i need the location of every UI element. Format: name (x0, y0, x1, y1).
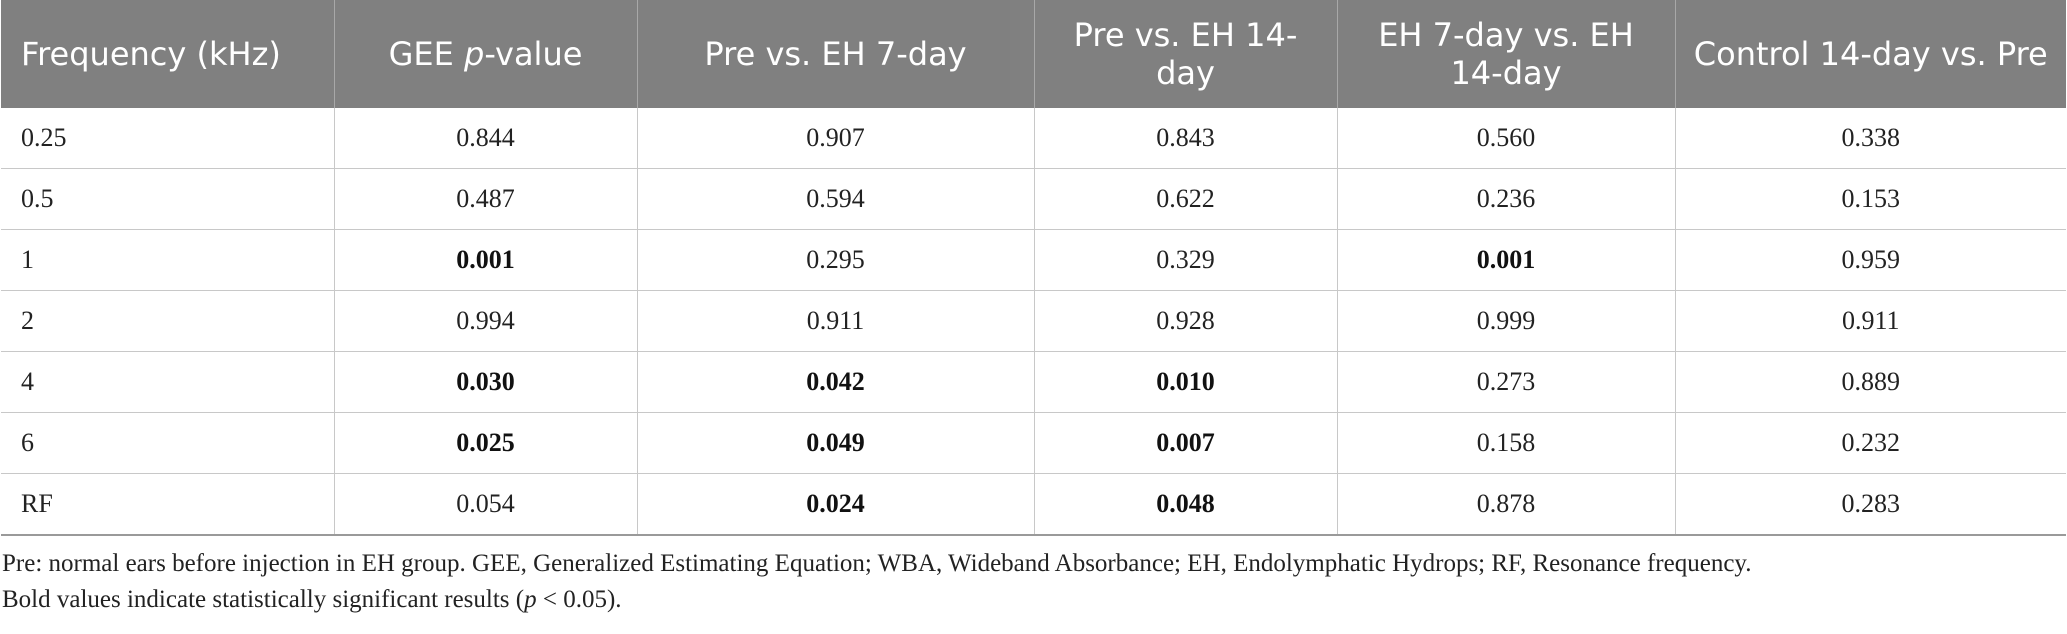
column-header-text: Pre vs. EH 7-day (704, 35, 967, 73)
p-value-cell: 0.049 (637, 412, 1035, 474)
p-value-cell: 0.329 (1034, 229, 1338, 291)
p-value-cell: 0.153 (1675, 168, 2066, 230)
p-value-cell: 0.889 (1675, 351, 2066, 413)
column-header-2: GEE p-value (334, 0, 638, 108)
p-value-cell: 0.843 (1034, 108, 1338, 169)
table-row: 1 0.001 0.295 0.329 0.001 0.959 (1, 229, 2066, 291)
table-row: 6 0.025 0.049 0.007 0.158 0.232 (1, 412, 2066, 474)
p-value-cell: 0.030 (334, 351, 638, 413)
column-header-suffix: -value (484, 35, 583, 73)
p-value-cell: 0.010 (1034, 351, 1338, 413)
p-value-cell: 0.295 (637, 229, 1035, 291)
column-header-text: EH 7-day vs. EH 14-day (1378, 16, 1634, 92)
p-value-cell: 0.158 (1337, 412, 1676, 474)
frequency-cell: 4 (1, 351, 335, 413)
table-row: 2 0.994 0.911 0.928 0.999 0.911 (1, 290, 2066, 352)
note-significance-post: < 0.05). (536, 586, 622, 613)
column-header-4: Pre vs. EH 14-day (1034, 0, 1338, 108)
table-notes: Pre: normal ears before injection in EH … (0, 546, 2067, 618)
p-value-cell: 0.024 (637, 473, 1035, 536)
frequency-cell: 6 (1, 412, 335, 474)
column-header-5: EH 7-day vs. EH 14-day (1337, 0, 1676, 108)
p-value-cell: 0.844 (334, 108, 638, 169)
column-header-text: Control 14-day vs. Pre (1693, 35, 2048, 73)
p-value-cell: 0.911 (1675, 290, 2066, 352)
table-row: 4 0.030 0.042 0.010 0.273 0.889 (1, 351, 2066, 413)
results-table: Frequency (kHz) GEE p-value Pre vs. EH 7-d… (1, 0, 2066, 536)
p-value-cell: 0.007 (1034, 412, 1338, 474)
column-header-6: Control 14-day vs. Pre (1675, 0, 2066, 108)
p-value-cell: 0.994 (334, 290, 638, 352)
note-significance: Bold values indicate statistically signi… (2, 582, 2067, 618)
frequency-cell: 2 (1, 290, 335, 352)
frequency-cell: 0.5 (1, 168, 335, 230)
p-value-cell: 0.001 (334, 229, 638, 291)
column-header-3: Pre vs. EH 7-day (637, 0, 1035, 108)
p-value-cell: 0.048 (1034, 473, 1338, 536)
p-value-cell: 0.622 (1034, 168, 1338, 230)
p-value-cell: 0.283 (1675, 473, 2066, 536)
table-row: RF 0.054 0.024 0.048 0.878 0.283 (1, 473, 2066, 536)
p-value-cell: 0.487 (334, 168, 638, 230)
table-figure: Frequency (kHz) GEE p-value Pre vs. EH 7-d… (0, 0, 2067, 618)
p-value-cell: 0.025 (334, 412, 638, 474)
table-row: 0.5 0.487 0.594 0.622 0.236 0.153 (1, 168, 2066, 230)
note-significance-p: p (524, 586, 537, 613)
p-value-cell: 0.999 (1337, 290, 1676, 352)
p-value-cell: 0.907 (637, 108, 1035, 169)
frequency-cell: 0.25 (1, 108, 335, 169)
column-header-1: Frequency (kHz) (1, 0, 335, 108)
p-value-cell: 0.001 (1337, 229, 1676, 291)
table-body: 0.25 0.844 0.907 0.843 0.560 0.338 0.5 0.487 0.5… (1, 108, 2066, 536)
p-value-cell: 0.560 (1337, 108, 1676, 169)
p-value-cell: 0.338 (1675, 108, 2066, 169)
column-header-text: GEE (388, 35, 464, 73)
p-value-cell: 0.273 (1337, 351, 1676, 413)
p-value-cell: 0.054 (334, 473, 638, 536)
p-value-cell: 0.911 (637, 290, 1035, 352)
p-value-cell: 0.928 (1034, 290, 1338, 352)
column-header-text: Frequency (kHz) (21, 35, 281, 73)
p-value-cell: 0.236 (1337, 168, 1676, 230)
header-row: Frequency (kHz) GEE p-value Pre vs. EH 7-d… (1, 0, 2066, 108)
frequency-cell: RF (1, 473, 335, 536)
table-row: 0.25 0.844 0.907 0.843 0.560 0.338 (1, 108, 2066, 169)
column-header-italic: p (464, 35, 485, 73)
frequency-cell: 1 (1, 229, 335, 291)
p-value-cell: 0.594 (637, 168, 1035, 230)
column-header-text: Pre vs. EH 14-day (1073, 16, 1298, 92)
p-value-cell: 0.232 (1675, 412, 2066, 474)
note-significance-pre: Bold values indicate statistically signi… (2, 586, 525, 613)
p-value-cell: 0.878 (1337, 473, 1676, 536)
note-abbreviations: Pre: normal ears before injection in EH … (2, 550, 1752, 577)
p-value-cell: 0.042 (637, 351, 1035, 413)
p-value-cell: 0.959 (1675, 229, 2066, 291)
